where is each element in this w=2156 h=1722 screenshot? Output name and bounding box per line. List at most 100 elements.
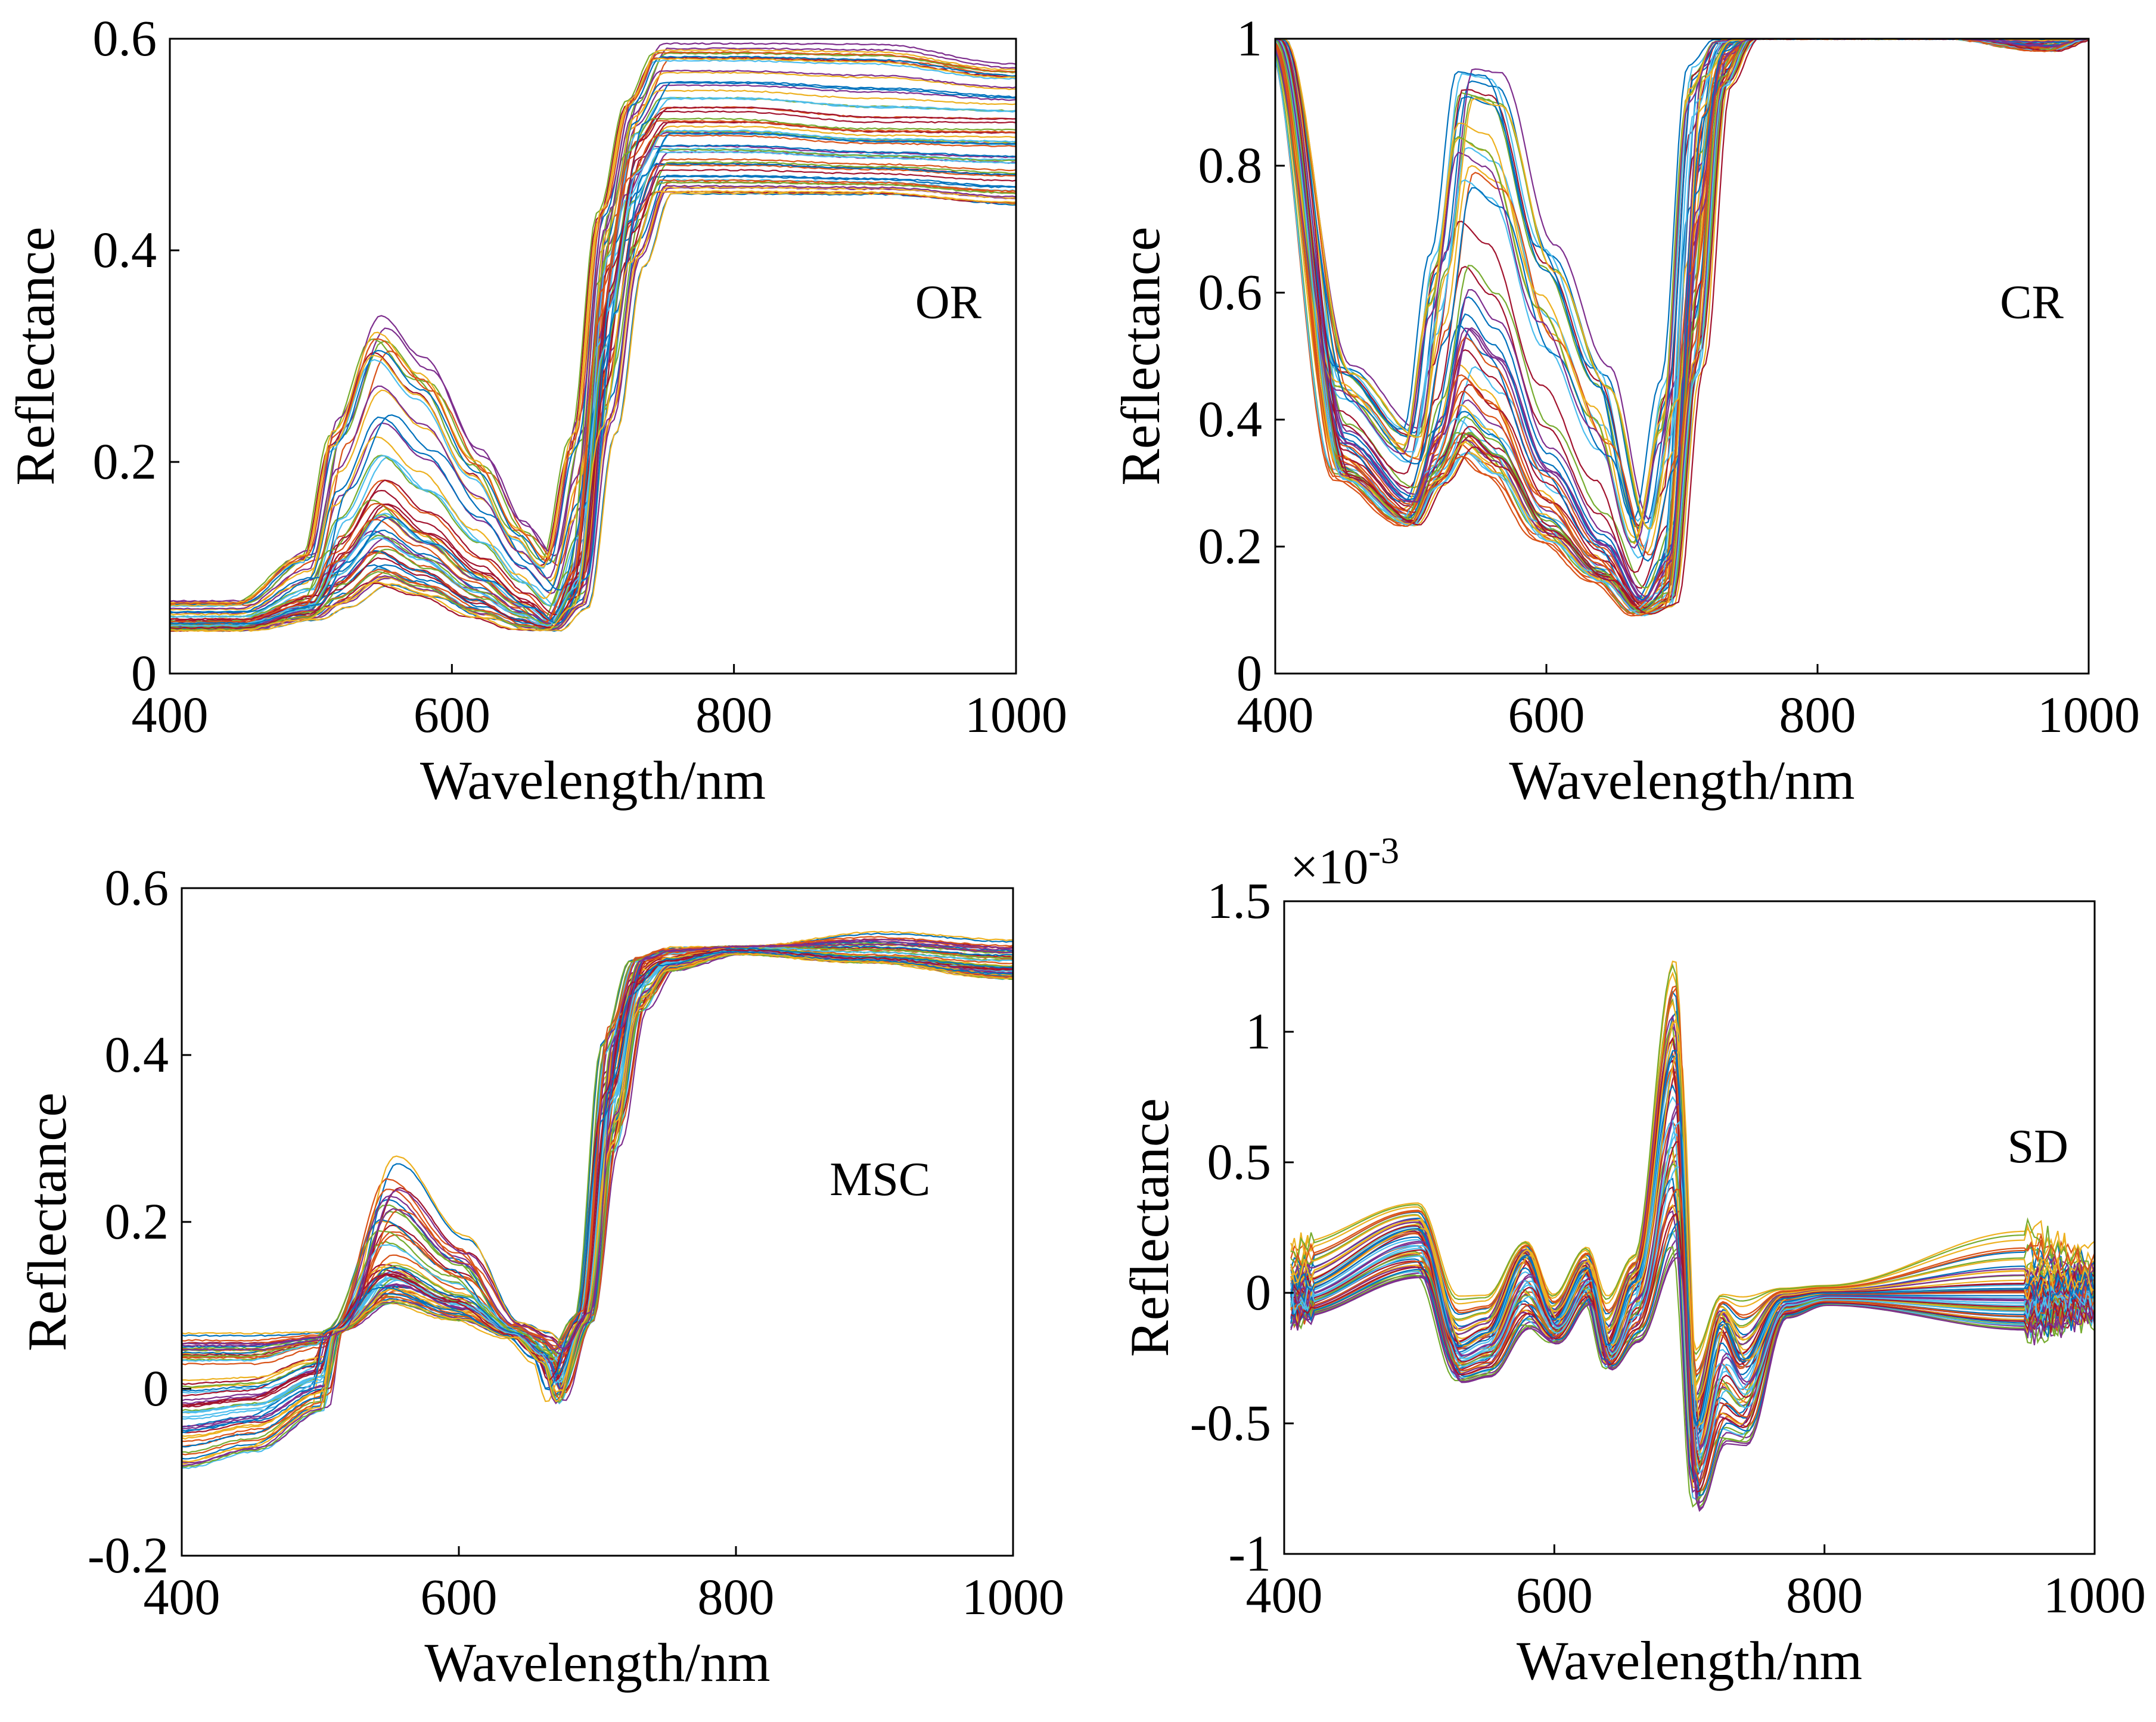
y-tick-label: 1.5 bbox=[1207, 872, 1272, 929]
panel-label-cr: CR bbox=[2000, 277, 2064, 329]
x-tick-label: 1000 bbox=[2043, 1566, 2146, 1624]
y-axis-label-or: Reflectance bbox=[5, 227, 66, 485]
panel-label-or: OR bbox=[915, 277, 982, 329]
axis-ticks-msc: 400 600 800 1000 -0.2 0 0.2 0.4 0.6 bbox=[88, 859, 1064, 1625]
axis-ticks-or: 400 600 800 1000 0 0.2 0.4 0.6 bbox=[93, 10, 1068, 743]
spectrum-curve bbox=[182, 945, 1013, 1359]
chart-panel-cr: 400 600 800 1000 0 0.2 0.4 0.6 0.8 1 Wavelength/n… bbox=[1110, 10, 2140, 811]
y-tick-label: 0.6 bbox=[1198, 263, 1263, 321]
y-axis-label-cr: Reflectance bbox=[1110, 227, 1171, 485]
spectrum-curve bbox=[170, 151, 1016, 627]
spectra-curves-or bbox=[170, 42, 1016, 632]
spectrum-curve bbox=[170, 169, 1016, 629]
y-tick-label: -0.5 bbox=[1190, 1394, 1271, 1451]
axis-ticks-sd: 400 600 800 1000 -1 -0.5 0 0.5 1 1.5 bbox=[1190, 872, 2146, 1624]
spectrum-curve bbox=[1275, 39, 2089, 603]
axes-frame-cr bbox=[1274, 38, 2090, 675]
spectrum-curve bbox=[1290, 1203, 2095, 1489]
x-tick-label: 400 bbox=[1237, 686, 1314, 743]
axes-frame-sd bbox=[1283, 900, 2096, 1555]
spectrum-curve bbox=[1275, 39, 2089, 603]
spectrum-curve bbox=[170, 69, 1016, 610]
panel-label-msc: MSC bbox=[830, 1153, 930, 1206]
spectrum-curve bbox=[182, 945, 1013, 1363]
x-axis-label-msc: Wavelength/nm bbox=[424, 1632, 770, 1693]
spectrum-curve bbox=[182, 945, 1013, 1363]
panel-label-sd: SD bbox=[2008, 1121, 2068, 1173]
spectra-curves-sd bbox=[1290, 960, 2095, 1512]
spectrum-curve bbox=[170, 48, 1016, 604]
spectrum-curve bbox=[1290, 1017, 2095, 1401]
spectrum-curve bbox=[1290, 1189, 2095, 1484]
spectrum-curve bbox=[1275, 39, 2089, 615]
y-tick-label: 0 bbox=[1245, 1264, 1271, 1321]
chart-panel-msc: 400 600 800 1000 -0.2 0 0.2 0.4 0.6 Wavelength/n… bbox=[17, 859, 1064, 1693]
y-tick-label: 0.2 bbox=[105, 1193, 169, 1250]
y-tick-label: 1 bbox=[1245, 1003, 1271, 1060]
y-tick-label: 0.2 bbox=[93, 433, 157, 490]
x-axis-label-cr: Wavelength/nm bbox=[1509, 750, 1854, 811]
axis-ticks-cr: 400 600 800 1000 0 0.2 0.4 0.6 0.8 1 bbox=[1198, 10, 2141, 743]
y-tick-label: 1 bbox=[1237, 10, 1262, 67]
spectrum-curve bbox=[182, 952, 1013, 1463]
spectrum-curve bbox=[170, 51, 1016, 605]
y-axis-label-msc: Reflectance bbox=[17, 1093, 77, 1351]
x-tick-label: 1000 bbox=[2037, 686, 2140, 743]
y-tick-label: 0.6 bbox=[93, 10, 157, 67]
x-tick-label: 400 bbox=[132, 686, 209, 743]
spectrum-curve bbox=[170, 191, 1016, 632]
y-tick-label: 0.5 bbox=[1207, 1133, 1272, 1190]
y-tick-label: 0.2 bbox=[1198, 517, 1263, 575]
spectrum-curve bbox=[170, 134, 1016, 625]
spectrum-curve bbox=[170, 132, 1016, 625]
axes-frame-or bbox=[169, 38, 1017, 675]
x-tick-label: 800 bbox=[1786, 1566, 1863, 1624]
x-tick-label: 600 bbox=[1508, 686, 1585, 743]
spectrum-curve bbox=[1290, 1246, 2095, 1508]
spectrum-curve bbox=[1275, 39, 2089, 607]
spectra-curves-cr bbox=[1275, 39, 2089, 617]
y-tick-label: 0 bbox=[1237, 644, 1262, 702]
x-tick-label: 1000 bbox=[965, 686, 1067, 743]
spectrum-curve bbox=[170, 84, 1016, 615]
spectra-curves-msc bbox=[182, 930, 1013, 1469]
y-tick-label: 0.6 bbox=[105, 859, 169, 916]
exponent-base: ×10 bbox=[1290, 839, 1368, 895]
x-tick-label: 400 bbox=[1246, 1566, 1323, 1624]
spectrum-curve bbox=[1275, 39, 2089, 539]
x-tick-label: 800 bbox=[695, 686, 772, 743]
y-tick-label: 0.8 bbox=[1198, 136, 1263, 194]
x-tick-label: 800 bbox=[698, 1568, 775, 1625]
y-tick-label: 0 bbox=[131, 644, 157, 702]
y-tick-label: 0.4 bbox=[93, 221, 157, 278]
exponent-label-sd: ×10-3 bbox=[1290, 831, 1399, 895]
spectrum-curve bbox=[170, 106, 1016, 620]
chart-panel-or: 400 600 800 1000 0 0.2 0.4 0.6 Wavelength/nm Re… bbox=[5, 10, 1067, 811]
x-tick-label: 600 bbox=[421, 1568, 498, 1625]
spectrum-curve bbox=[1275, 39, 2089, 529]
spectrum-curve bbox=[182, 950, 1013, 1434]
spectrum-curve bbox=[1290, 986, 2095, 1376]
y-tick-label: 0 bbox=[143, 1360, 169, 1417]
x-tick-label: 600 bbox=[414, 686, 490, 743]
y-tick-label: -1 bbox=[1228, 1525, 1271, 1582]
spectrum-curve bbox=[170, 57, 1016, 607]
spectrum-curve bbox=[170, 190, 1016, 632]
spectrum-curve bbox=[182, 940, 1013, 1351]
x-tick-label: 800 bbox=[1779, 686, 1856, 743]
x-axis-label-or: Wavelength/nm bbox=[420, 750, 766, 811]
y-tick-label: -0.2 bbox=[88, 1526, 169, 1584]
y-axis-label-sd: Reflectance bbox=[1119, 1098, 1180, 1357]
x-axis-label-sd: Wavelength/nm bbox=[1517, 1630, 1862, 1691]
chart-panel-sd: 400 600 800 1000 -1 -0.5 0 0.5 1 1.5 Wavelength/n… bbox=[1119, 831, 2146, 1691]
y-tick-label: 0.4 bbox=[105, 1026, 169, 1083]
spectrum-curve bbox=[1275, 39, 2089, 616]
spectrum-curve bbox=[1275, 39, 2089, 547]
y-tick-label: 0.4 bbox=[1198, 390, 1263, 448]
x-tick-label: 600 bbox=[1516, 1566, 1593, 1624]
spectrum-curve bbox=[1290, 1257, 2095, 1512]
spectrum-curve bbox=[182, 938, 1013, 1349]
spectrum-curve bbox=[1290, 1050, 2095, 1427]
x-tick-label: 1000 bbox=[962, 1568, 1064, 1625]
